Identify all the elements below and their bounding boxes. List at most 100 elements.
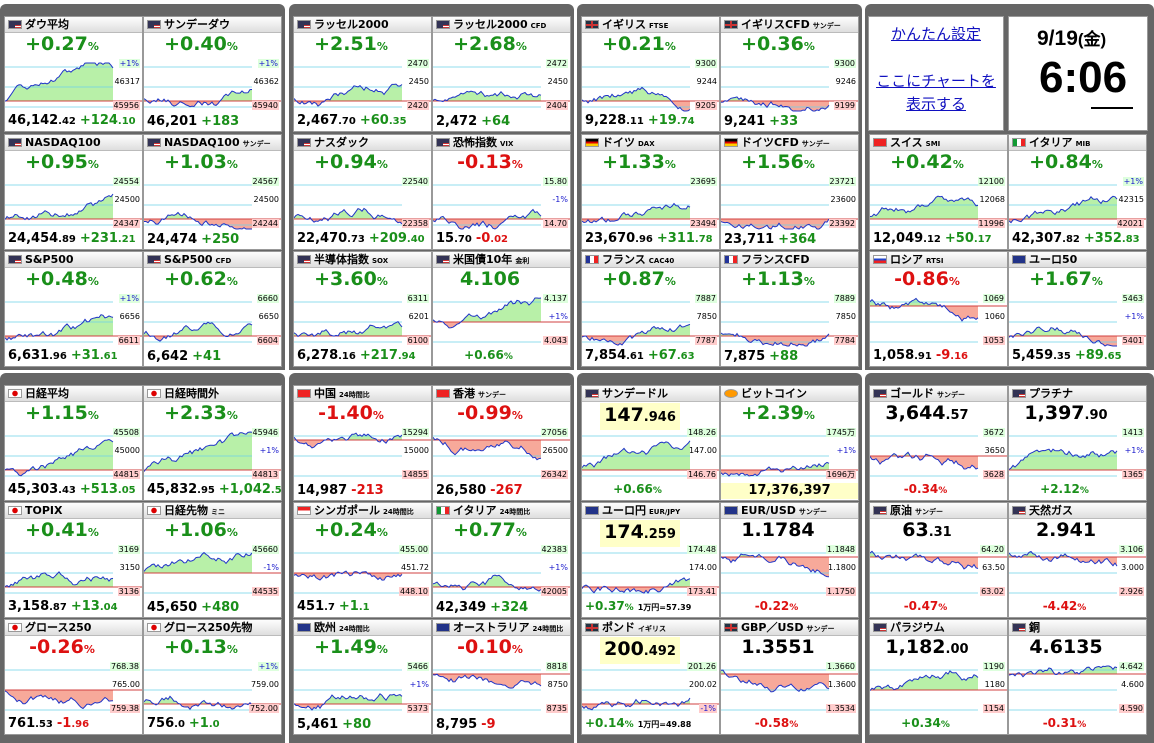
tile-header[interactable]: シンガポール 24時間比 (294, 503, 431, 519)
quote-tile-ftse[interactable]: イギリス FTSE 9300 9244 9205 +0.21% 9,228.11 +19.74 (581, 16, 720, 132)
tile-header[interactable]: EUR/USD サンデー (721, 503, 858, 519)
quote-tile-gbpjpy[interactable]: ポンド イギリス 201.26 200.02 -1% 200.492 +0.14% 1万円=4… (581, 619, 720, 735)
quote-tile-smi[interactable]: スイス SMI 12100 12068 11996 +0.42% 12,049.12 +50.… (869, 134, 1008, 250)
tile-header[interactable]: S&P500 (5, 252, 142, 268)
tile-header[interactable]: イギリスCFD サンデー (721, 17, 858, 33)
tile-header[interactable]: ダウ平均 (5, 17, 142, 33)
quote-tile-euro50[interactable]: ユーロ50 5463 +1% 5401 +1.67% 5,459.35 +89.65 (1008, 251, 1147, 367)
tile-header[interactable]: ロシア RTSI (870, 252, 1007, 268)
tile-header[interactable]: ゴールド サンデー (870, 386, 1007, 402)
tile-header[interactable]: NASDAQ100 (5, 135, 142, 151)
quote-tile-rtsi[interactable]: ロシア RTSI 1069 1060 1053 -0.86% 1,058.91 -9.16 (869, 251, 1008, 367)
quote-tile-eurusd[interactable]: EUR/USD サンデー 1.1848 1.1800 1.1750 1.1784 -0.22… (720, 502, 859, 618)
tile-header[interactable]: サンデーダウ (144, 17, 281, 33)
tile-header[interactable]: 原油 サンデー (870, 503, 1007, 519)
quote-tile-crude[interactable]: 原油 サンデー 64.20 63.50 63.02 63.31 -0.47% (869, 502, 1008, 618)
quote-tile-sox[interactable]: 半導体指数 SOX 6311 6201 6100 +3.60% 6,278.16 +217.9… (293, 251, 432, 367)
quote-tile-growth250-fut[interactable]: グロース250先物 +1% 759.00 752.00 +0.13% 756.0 +1.0 (143, 619, 282, 735)
quote-tile-usdjpy[interactable]: サンデードル 148.26 147.00 146.76 147.946 +0.66% (581, 385, 720, 501)
tile-header[interactable]: パラジウム (870, 620, 1007, 636)
quote-tile-topix[interactable]: TOPIX 3169 3150 3136 +0.41% 3,158.87 +13.04 (4, 502, 143, 618)
tile-header[interactable]: イタリア 24時間比 (433, 503, 570, 519)
tile-header[interactable]: 恐怖指数 VIX (433, 135, 570, 151)
tile-header[interactable]: グロース250先物 (144, 620, 281, 636)
tile-header[interactable]: オーストラリア 24時間比 (433, 620, 570, 636)
quote-tile-nasdaq[interactable]: NASDAQ100 24554 24500 24347 +0.95% 24,454.89 +… (4, 134, 143, 250)
quote-tile-sp500[interactable]: S&P500 +1% 6656 6611 +0.48% 6,631.96 +31.61 (4, 251, 143, 367)
instrument-name: 日経平均 (25, 386, 69, 401)
tile-header[interactable]: ラッセル2000 (294, 17, 431, 33)
quote-tile-palladium[interactable]: パラジウム 1190 1180 1154 1,182.00 +0.34% (869, 619, 1008, 735)
tile-header[interactable]: サンデードル (582, 386, 719, 402)
tile-header[interactable]: ビットコイン (721, 386, 858, 402)
quote-tile-dow[interactable]: ダウ平均 +1% 46317 45956 +0.27% 46,142.42 +124.10 (4, 16, 143, 132)
tile-header[interactable]: フランスCFD (721, 252, 858, 268)
quote-tile-us10y[interactable]: 米国債10年 金利 4.137 +1% 4.043 4.106 +0.66% (432, 251, 571, 367)
quote-tile-platinum[interactable]: プラチナ 1413 +1% 1365 1,397.90 +2.12% (1008, 385, 1147, 501)
quote-tile-nikkei-mini[interactable]: 日経先物 ミニ 45660 -1% 44535 +1.06% 45,650 +480 (143, 502, 282, 618)
quote-tile-copper[interactable]: 銅 4.642 4.600 4.590 4.6135 -0.31% (1008, 619, 1147, 735)
quote-tile-bitcoin[interactable]: ビットコイン 1745万 +1% 1696万 +2.39% 17,376,397 (720, 385, 859, 501)
instrument-name: プラチナ (1029, 386, 1073, 401)
quote-tile-nikkei[interactable]: 日経平均 45508 45000 44815 +1.15% 45,303.43 +513.0… (4, 385, 143, 501)
tile-header[interactable]: 天然ガス (1009, 503, 1146, 519)
tile-header[interactable]: ユーロ50 (1009, 252, 1146, 268)
quote-tile-cac-cfd[interactable]: フランスCFD 7889 7850 7784 +1.13% 7,875 +88 (720, 251, 859, 367)
tile-header[interactable]: S&P500 CFD (144, 252, 281, 268)
add-chart-link[interactable]: ここにチャートを 表示する (869, 70, 1003, 116)
axis-label: 23721 (828, 177, 856, 186)
quote-tile-dax[interactable]: ドイツ DAX 23695 23494 +1.33% 23,670.96 +311.78 (581, 134, 720, 250)
quote-tile-dow-sunday[interactable]: サンデーダウ +1% 46362 45940 +0.40% 46,201 +183 (143, 16, 282, 132)
axis-label: +1% (548, 312, 568, 321)
tile-header[interactable]: 日経平均 (5, 386, 142, 402)
tile-header[interactable]: ポンド イギリス (582, 620, 719, 636)
quote-tile-hongkong[interactable]: 香港 サンデー 27056 26500 26342 -0.99% 26,580 -267 (432, 385, 571, 501)
quote-tile-italy-24[interactable]: イタリア 24時間比 42383 +1% 42005 +0.77% 42,349 +324 (432, 502, 571, 618)
tile-header[interactable]: 中国 24時間比 (294, 386, 431, 402)
tile-header[interactable]: ユーロ円 EUR/JPY (582, 503, 719, 519)
last-price: 3,158 (8, 599, 50, 614)
tile-header[interactable]: ドイツCFD サンデー (721, 135, 858, 151)
tile-header[interactable]: スイス SMI (870, 135, 1007, 151)
tile-header[interactable]: TOPIX (5, 503, 142, 519)
tile-header[interactable]: イタリア MIB (1009, 135, 1146, 151)
quote-tile-vix[interactable]: 恐怖指数 VIX 15.80 -1% 14.70 -0.13% 15.70 -0.02 (432, 134, 571, 250)
tile-header[interactable]: 香港 サンデー (433, 386, 570, 402)
quote-tile-russell-cfd[interactable]: ラッセル2000 CFD 2472 2450 2404 +2.68% 2,472 +64 (432, 16, 571, 132)
tile-header[interactable]: GBP／USD サンデー (721, 620, 858, 636)
quote-tile-singapore[interactable]: シンガポール 24時間比 455.00 451.72 448.10 +0.24% 451.7… (293, 502, 432, 618)
quote-tile-ftse-cfd[interactable]: イギリスCFD サンデー 9300 9246 9199 +0.36% 9,241 +33 (720, 16, 859, 132)
tile-header[interactable]: グロース250 (5, 620, 142, 636)
quote-tile-growth250[interactable]: グロース250 768.38 765.00 759.38 -0.26% 761.53 -1.… (4, 619, 143, 735)
quote-tile-nasdaq-comp[interactable]: ナスダック 22540 22358 +0.94% 22,470.73 +209.40 (293, 134, 432, 250)
tile-header[interactable]: ラッセル2000 CFD (433, 17, 570, 33)
tile-header[interactable]: NASDAQ100 サンデー (144, 135, 281, 151)
big-value-suffix: % (376, 643, 388, 656)
quote-tile-sp500-cfd[interactable]: S&P500 CFD 6660 6650 6604 +0.62% 6,642 +41 (143, 251, 282, 367)
tile-header[interactable]: 半導体指数 SOX (294, 252, 431, 268)
tile-header[interactable]: フランス CAC40 (582, 252, 719, 268)
quote-tile-europe[interactable]: 欧州 24時間比 5466 +1% 5373 +1.49% 5,461 +80 (293, 619, 432, 735)
tile-header[interactable]: 日経時間外 (144, 386, 281, 402)
quote-tile-mib[interactable]: イタリア MIB +1% 42315 42021 +0.84% 42,307.82 +352.… (1008, 134, 1147, 250)
tile-header[interactable]: ナスダック (294, 135, 431, 151)
settings-link[interactable]: かんたん設定 (890, 25, 981, 43)
tile-header[interactable]: 銅 (1009, 620, 1146, 636)
tile-header[interactable]: 欧州 24時間比 (294, 620, 431, 636)
quote-tile-china[interactable]: 中国 24時間比 15294 15000 14855 -1.40% 14,987 -213 (293, 385, 432, 501)
tile-header[interactable]: 米国債10年 金利 (433, 252, 570, 268)
tile-header[interactable]: ドイツ DAX (582, 135, 719, 151)
tile-header[interactable]: 日経先物 ミニ (144, 503, 281, 519)
quote-tile-natgas[interactable]: 天然ガス 3.106 3.000 2.926 2.941 -4.42% (1008, 502, 1147, 618)
quote-tile-nikkei-after[interactable]: 日経時間外 45946 +1% 44813 +2.33% 45,832.95 +1,042.… (143, 385, 282, 501)
quote-tile-russell[interactable]: ラッセル2000 2470 2450 2420 +2.51% 2,467.70 +60.35 (293, 16, 432, 132)
tile-header[interactable]: イギリス FTSE (582, 17, 719, 33)
quote-tile-nasdaq-sunday[interactable]: NASDAQ100 サンデー 24567 24500 24244 +1.03% 24,474… (143, 134, 282, 250)
quote-tile-australia[interactable]: オーストラリア 24時間比 8818 8750 8735 -0.10% 8,795 -9 (432, 619, 571, 735)
tile-header[interactable]: プラチナ (1009, 386, 1146, 402)
quote-tile-cac[interactable]: フランス CAC40 7887 7850 7787 +0.87% 7,854.61 +67.6… (581, 251, 720, 367)
quote-tile-eurjpy[interactable]: ユーロ円 EUR/JPY 174.48 174.00 173.41 174.259 +0.3… (581, 502, 720, 618)
quote-tile-gbpusd[interactable]: GBP／USD サンデー 1.3660 1.3600 1.3534 1.3551 -0.58… (720, 619, 859, 735)
quote-tile-gold[interactable]: ゴールド サンデー 3672 3650 3628 3,644.57 -0.34% (869, 385, 1008, 501)
quote-tile-dax-cfd[interactable]: ドイツCFD サンデー 23721 23600 23392 +1.56% 23,711 +36… (720, 134, 859, 250)
